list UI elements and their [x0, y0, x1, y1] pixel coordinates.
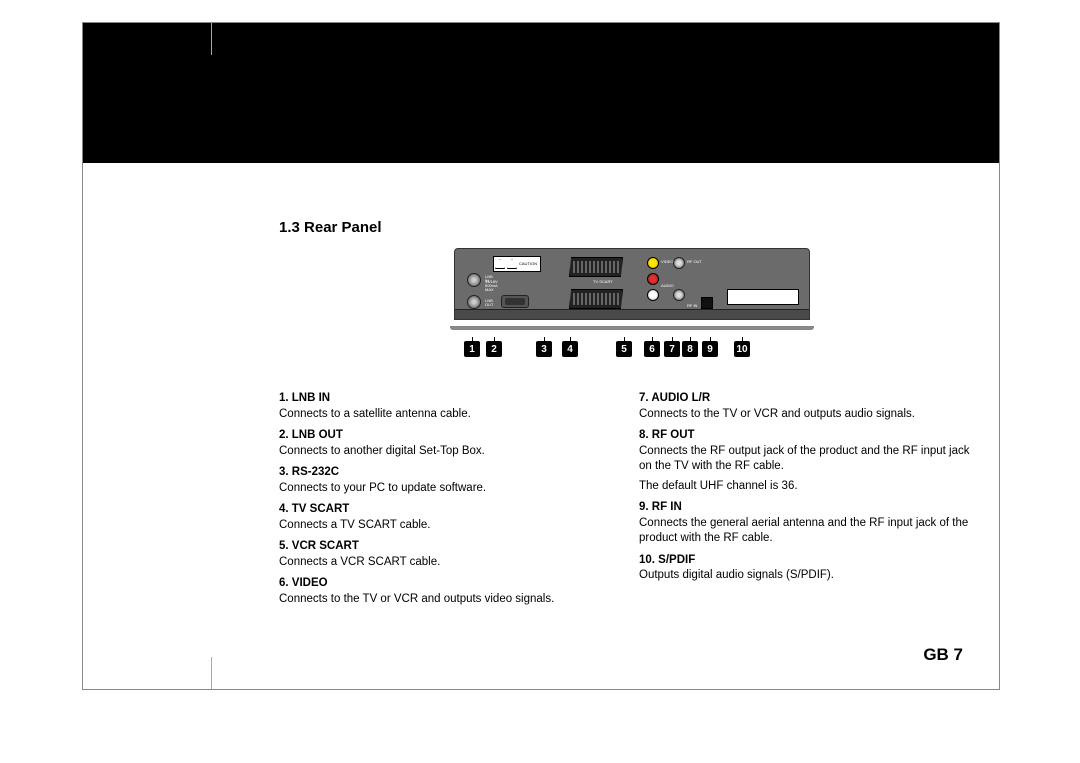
lnb-out-port — [467, 295, 481, 309]
right-column: 7. AUDIO L/RConnects to the TV or VCR an… — [639, 385, 979, 611]
rf-out-port — [673, 257, 685, 269]
item-title: 5. VCR SCART — [279, 539, 619, 555]
rear-panel-illustration: CAUTION LNB IN 13/18V 500mA MAX LNB OUT … — [454, 248, 810, 326]
callout-badge: 4 — [562, 341, 578, 357]
warning-triangle-icon — [495, 259, 505, 269]
video-rca — [647, 257, 659, 269]
audio-r-rca — [647, 273, 659, 285]
video-label: VIDEO — [661, 259, 673, 264]
spdif-port — [701, 297, 713, 309]
item-description: Connects a TV SCART cable. — [279, 518, 619, 534]
warning-triangle-icon — [507, 259, 517, 269]
page-border: 1.3 Rear Panel CAUTION LNB IN 13/18V 500… — [82, 22, 1000, 690]
caution-text: CAUTION — [519, 262, 537, 266]
callout-badge: 7 — [664, 341, 680, 357]
rca-video-audio — [647, 257, 659, 305]
audio-l-rca — [647, 289, 659, 301]
callout-badge: 6 — [644, 341, 660, 357]
item-description: Connects to the TV or VCR and outputs au… — [639, 407, 979, 423]
callout-badge: 1 — [464, 341, 480, 357]
item-title: 6. VIDEO — [279, 576, 619, 592]
item-description: The default UHF channel is 36. — [639, 479, 979, 495]
descriptions: 1. LNB INConnects to a satellite antenna… — [279, 385, 979, 611]
rf-in-port — [673, 289, 685, 301]
item-description: Connects the RF output jack of the produ… — [639, 444, 979, 475]
header-black-band — [83, 23, 999, 163]
item-description: Connects the general aerial antenna and … — [639, 516, 979, 547]
page-number: GB 7 — [923, 645, 963, 665]
item-title: 9. RF IN — [639, 500, 979, 516]
item-title: 10. S/PDIF — [639, 553, 979, 569]
tv-scart-port — [569, 257, 623, 277]
device-body: CAUTION LNB IN 13/18V 500mA MAX LNB OUT … — [454, 248, 810, 320]
rf-in-label: RF IN — [687, 303, 697, 308]
lnb-out-label: LNB OUT — [485, 299, 493, 307]
vcr-scart-port — [569, 289, 623, 309]
lnb-in-port — [467, 273, 481, 287]
crop-mark-top — [211, 23, 212, 55]
tv-scart-label: TV SCART — [593, 279, 613, 284]
device-bottom-strip — [455, 309, 809, 319]
item-title: 4. TV SCART — [279, 502, 619, 518]
power-info-plate — [727, 289, 799, 305]
rf-out-label: RF OUT — [687, 259, 702, 264]
section-title: 1.3 Rear Panel — [279, 219, 382, 236]
callout-badge: 10 — [734, 341, 750, 357]
item-title: 7. AUDIO L/R — [639, 391, 979, 407]
rs232-port — [501, 295, 529, 308]
left-column: 1. LNB INConnects to a satellite antenna… — [279, 385, 619, 611]
item-description: Connects to a satellite antenna cable. — [279, 407, 619, 423]
callout-badge: 5 — [616, 341, 632, 357]
crop-mark-bottom — [211, 657, 212, 689]
callout-badge: 2 — [486, 341, 502, 357]
callout-badge: 8 — [682, 341, 698, 357]
item-description: Connects to your PC to update software. — [279, 481, 619, 497]
audio-label: AUDIO — [661, 283, 674, 288]
item-description: Connects a VCR SCART cable. — [279, 555, 619, 571]
callout-badge: 9 — [702, 341, 718, 357]
item-title: 2. LNB OUT — [279, 428, 619, 444]
item-title: 3. RS-232C — [279, 465, 619, 481]
callout-badge: 3 — [536, 341, 552, 357]
callout-row: 12 34 56789 10 — [454, 333, 810, 361]
item-description: Outputs digital audio signals (S/PDIF). — [639, 568, 979, 584]
item-title: 8. RF OUT — [639, 428, 979, 444]
item-description: Connects to another digital Set-Top Box. — [279, 444, 619, 460]
caution-label: CAUTION — [493, 256, 541, 272]
item-description: Connects to the TV or VCR and outputs vi… — [279, 592, 619, 608]
device-shadow — [450, 326, 814, 330]
lnb-in-sublabel: 13/18V 500mA MAX — [485, 280, 498, 292]
item-title: 1. LNB IN — [279, 391, 619, 407]
